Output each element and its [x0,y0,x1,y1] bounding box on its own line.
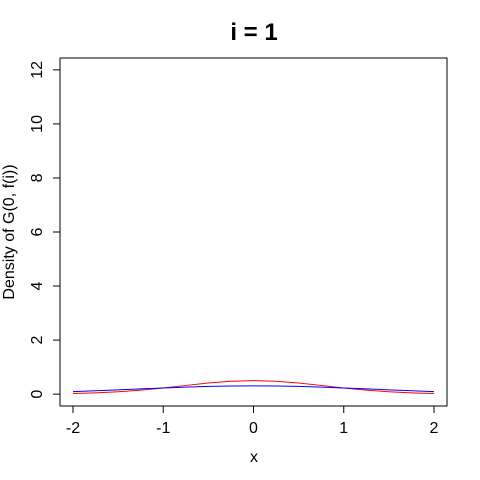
y-tick-label: 2 [29,336,46,345]
series-line [72,380,435,395]
y-tick-label: 4 [29,281,46,290]
x-tick-label: 2 [430,420,439,437]
y-tick-label: 8 [29,173,46,182]
x-tick-label: -2 [66,420,80,437]
y-axis-label: Density of G(0, f(i)) [1,164,18,299]
chart-title: i = 1 [230,19,277,46]
y-tick-label: 12 [29,61,46,79]
x-tick-label: -1 [156,420,170,437]
x-axis-label: x [250,449,258,466]
y-tick-label: 10 [29,115,46,133]
x-tick-label: 1 [339,420,348,437]
series-line [72,385,435,393]
plot-box [59,57,448,407]
y-tick-label: 0 [29,390,46,399]
y-tick-label: 6 [29,227,46,236]
x-tick-label: 0 [249,420,258,437]
